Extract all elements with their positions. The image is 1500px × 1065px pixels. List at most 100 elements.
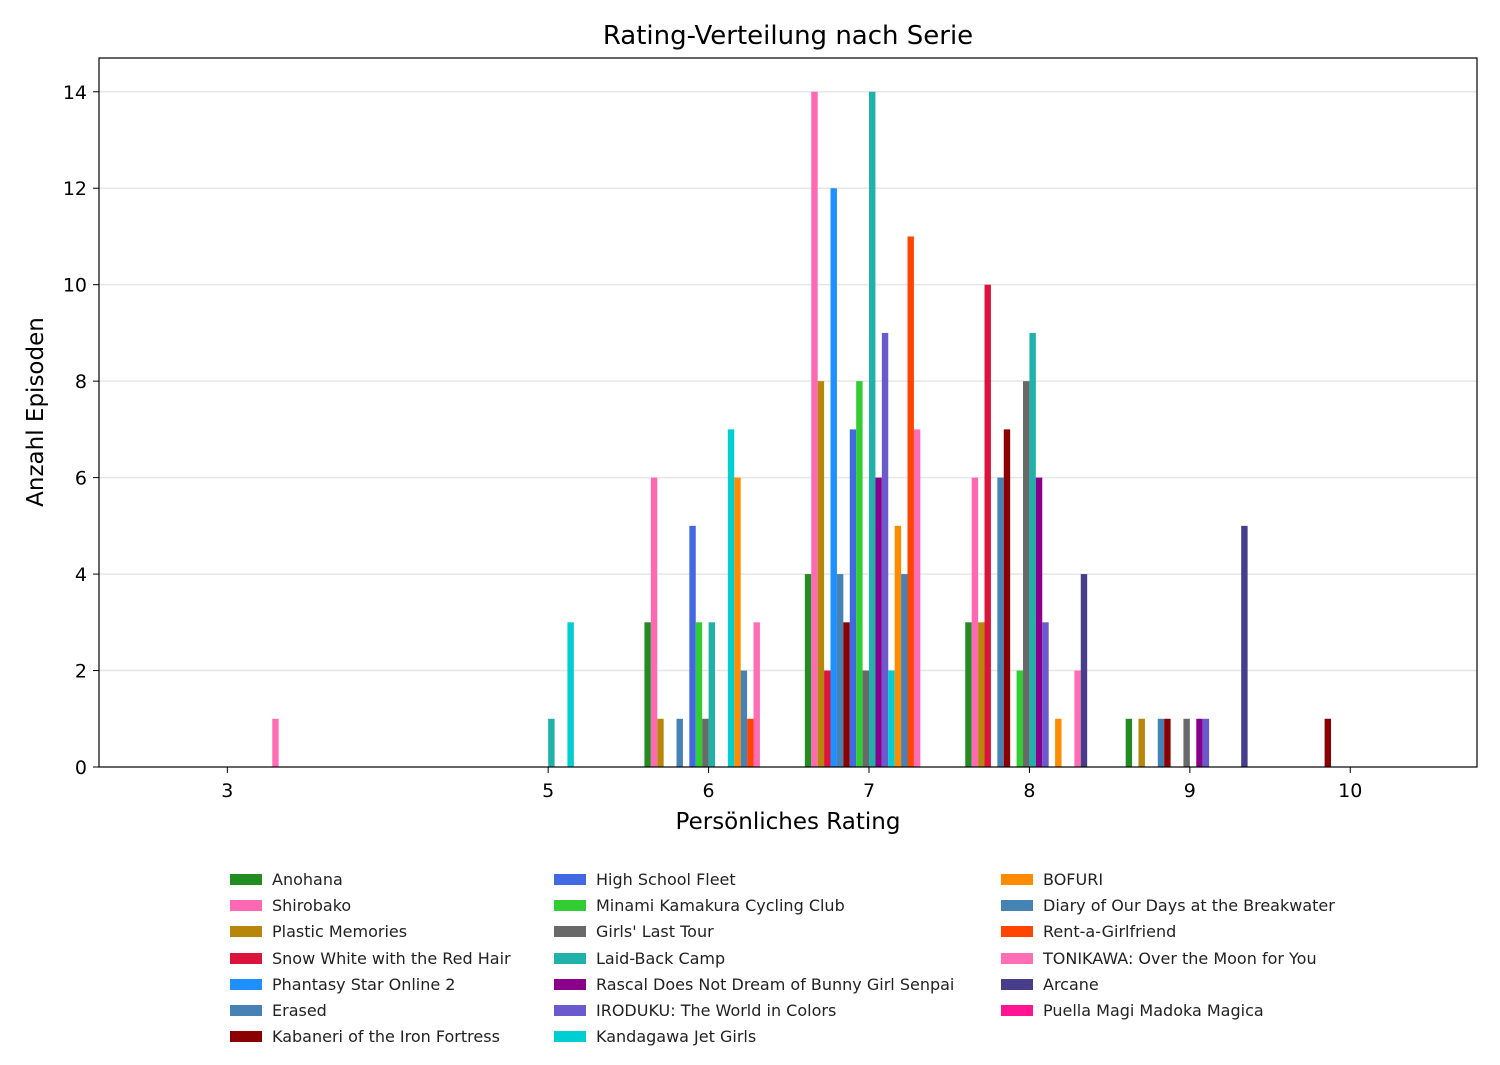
legend-label: Arcane bbox=[1043, 974, 1099, 994]
legend-swatch bbox=[230, 926, 262, 938]
bar bbox=[1016, 670, 1024, 767]
legend-label: Girls' Last Tour bbox=[596, 922, 714, 942]
bar bbox=[1035, 477, 1043, 767]
bar bbox=[907, 236, 914, 767]
legend-column: BOFURI Diary of Our Days at the Breakwate… bbox=[1001, 866, 1335, 1024]
bar bbox=[1080, 574, 1088, 767]
legend-label: Erased bbox=[272, 1001, 327, 1021]
legend-swatch bbox=[554, 1005, 586, 1017]
x-tick-label: 9 bbox=[1184, 780, 1196, 802]
bar bbox=[695, 622, 703, 767]
legend-swatch bbox=[230, 978, 262, 990]
bar bbox=[727, 429, 735, 767]
x-tick-label: 7 bbox=[863, 780, 875, 802]
legend-swatch bbox=[230, 1005, 262, 1017]
legend-item: Girls' Last Tour bbox=[554, 919, 954, 945]
bar bbox=[965, 622, 972, 767]
legend-item: BOFURI bbox=[1001, 866, 1335, 892]
bar bbox=[1164, 718, 1171, 767]
legend-label: Phantasy Star Online 2 bbox=[272, 974, 456, 994]
legend-label: Plastic Memories bbox=[272, 922, 408, 942]
bar bbox=[1196, 718, 1203, 767]
legend-swatch bbox=[554, 926, 586, 938]
bar bbox=[811, 91, 818, 767]
bar bbox=[804, 574, 812, 767]
grid-lines bbox=[99, 91, 1477, 672]
bar bbox=[676, 718, 683, 767]
x-axis-label: Persönliches Rating bbox=[676, 809, 901, 835]
legend-column: Anohana Shirobako Plastic Memories Snow Whi… bbox=[230, 866, 511, 1050]
legend-label: Rascal Does Not Dream of Bunny Girl Senp… bbox=[596, 974, 955, 994]
legend-label: Minami Kamakura Cycling Club bbox=[596, 895, 845, 915]
bar bbox=[1324, 718, 1332, 767]
bar bbox=[894, 525, 902, 767]
legend-item: Arcane bbox=[1001, 971, 1335, 997]
legend-label: Kabaneri of the Iron Fortress bbox=[272, 1027, 500, 1047]
bar bbox=[740, 670, 748, 767]
legend-label: TONIKAWA: Over the Moon for You bbox=[1043, 948, 1317, 968]
x-tick-label: 3 bbox=[221, 780, 233, 802]
bars bbox=[272, 91, 1332, 767]
legend-item: Erased bbox=[230, 997, 511, 1023]
bar bbox=[971, 477, 979, 767]
bar bbox=[567, 622, 574, 767]
legend-item: High School Fleet bbox=[554, 866, 954, 892]
legend-item: Snow White with the Red Hair bbox=[230, 945, 511, 971]
x-tick-label: 10 bbox=[1338, 780, 1362, 802]
legend-swatch bbox=[230, 1031, 262, 1043]
legend-item: Diary of Our Days at the Breakwater bbox=[1001, 892, 1335, 918]
chart-title: Rating-Verteilung nach Serie bbox=[603, 21, 973, 51]
bar bbox=[1157, 718, 1165, 767]
legend-label: High School Fleet bbox=[596, 869, 736, 889]
bar bbox=[1138, 718, 1145, 767]
legend-swatch bbox=[554, 952, 586, 964]
bar bbox=[830, 188, 837, 767]
legend-swatch bbox=[230, 952, 262, 964]
y-tick-label: 14 bbox=[63, 82, 87, 104]
bar bbox=[1042, 622, 1049, 767]
legend-swatch bbox=[1001, 1005, 1033, 1017]
bar bbox=[1029, 332, 1036, 767]
y-axis-label: Anzahl Episoden bbox=[23, 317, 49, 507]
bar bbox=[875, 477, 882, 767]
legend-item: Laid-Back Camp bbox=[554, 945, 954, 971]
legend-item: Phantasy Star Online 2 bbox=[230, 971, 511, 997]
bar bbox=[881, 332, 889, 767]
legend-swatch bbox=[1001, 926, 1033, 938]
bar bbox=[753, 622, 760, 767]
legend-item: Plastic Memories bbox=[230, 919, 511, 945]
legend-label: Laid-Back Camp bbox=[596, 948, 726, 968]
x-tick-label: 6 bbox=[703, 780, 715, 802]
legend-swatch bbox=[1001, 873, 1033, 885]
legend-swatch bbox=[1001, 952, 1033, 964]
bar bbox=[817, 381, 825, 767]
bar bbox=[1202, 718, 1210, 767]
legend-item: Kabaneri of the Iron Fortress bbox=[230, 1024, 511, 1050]
legend-label: Rent-a-Girlfriend bbox=[1043, 922, 1177, 942]
bar bbox=[836, 574, 844, 767]
bar bbox=[824, 670, 831, 767]
legend-swatch bbox=[554, 873, 586, 885]
bar bbox=[1241, 525, 1248, 767]
legend-label: Kandagawa Jet Girls bbox=[596, 1027, 757, 1047]
x-tick-label: 5 bbox=[542, 780, 554, 802]
bar bbox=[734, 477, 741, 767]
legend-swatch bbox=[1001, 978, 1033, 990]
bar bbox=[856, 381, 863, 767]
bar bbox=[901, 574, 908, 767]
bar bbox=[1074, 670, 1081, 767]
y-tick-label: 0 bbox=[75, 757, 87, 779]
legend-swatch bbox=[230, 899, 262, 911]
bar bbox=[644, 622, 651, 767]
bar bbox=[1003, 429, 1011, 767]
legend-swatch bbox=[554, 1031, 586, 1043]
y-tick-label: 6 bbox=[75, 468, 87, 490]
bar bbox=[888, 670, 895, 767]
bar bbox=[843, 622, 850, 767]
legend-item: Rent-a-Girlfriend bbox=[1001, 919, 1335, 945]
legend-swatch bbox=[1001, 899, 1033, 911]
legend-item: Puella Magi Madoka Magica bbox=[1001, 997, 1335, 1023]
legend-item: Shirobako bbox=[230, 892, 511, 918]
bar bbox=[984, 284, 991, 767]
